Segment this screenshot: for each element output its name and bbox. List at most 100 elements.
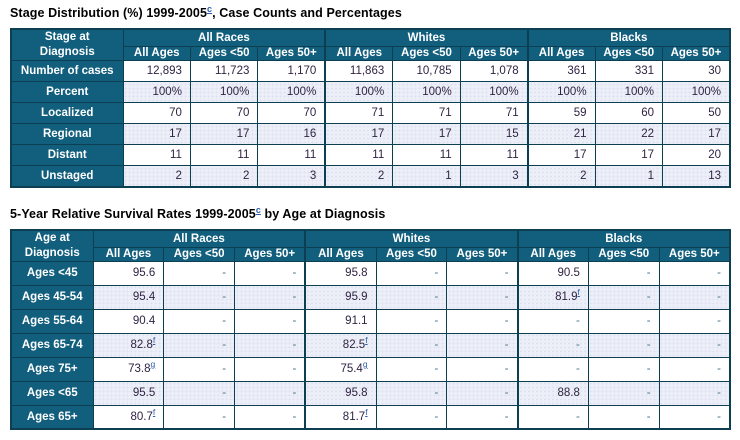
data-cell: - [234,404,306,430]
data-cell: 11 [392,144,461,167]
stage-distribution-title-text: Stage Distribution (%) 1999-2005 [10,6,208,21]
data-cell: 95.4 [92,284,165,310]
data-cell: - [446,260,519,286]
data-cell: 17 [662,123,731,146]
cell-value: 80.7 [130,410,153,423]
data-cell: - [163,332,236,358]
data-cell: 20 [662,144,731,167]
race-group-header: Blacks [526,28,731,47]
footnote-link-f[interactable]: f [152,335,156,346]
survival-rates-table: Age at Diagnosis All Races Whites Blacks All … [10,228,731,431]
footnote-link-f[interactable]: f [365,335,368,346]
data-cell: 95.5 [92,380,165,406]
data-cell: - [163,356,236,382]
data-cell: 11 [122,144,191,167]
footnote-link-g[interactable]: g [362,359,368,370]
data-cell: - [375,404,448,430]
age-column-header: Ages <50 [375,247,448,262]
row-label: Unstaged [10,165,124,188]
data-cell: 11,863 [324,60,394,83]
row-label: Ages 65+ [10,404,94,430]
data-cell: - [516,332,589,358]
data-cell: - [375,284,448,310]
data-cell: - [658,380,731,406]
data-cell: - [375,260,448,286]
data-cell: 1 [392,165,461,188]
data-cell: 71 [324,102,394,125]
data-cell: - [446,380,519,406]
data-cell: 2 [122,165,191,188]
data-cell: 3 [459,165,529,188]
survival-rates-title-text: 5-Year Relative Survival Rates 1999-2005 [10,206,256,221]
table-row: Unstaged 2 2 3 2 1 3 2 1 13 [10,165,731,188]
age-column-header: Ages <50 [594,45,664,62]
age-column-header: Ages <50 [392,45,461,62]
data-cell: 82.8f [92,332,165,358]
data-cell: 81.7f [304,404,377,430]
row-label: Number of cases [10,60,124,83]
row-label: Ages <45 [10,260,94,286]
race-group-header: Whites [324,28,529,47]
data-cell: 100% [324,81,394,104]
data-cell: - [446,308,519,334]
data-cell: 60 [594,102,664,125]
table-row: Localized 70 70 70 71 71 71 59 60 50 [10,102,731,125]
age-column-header: All Ages [304,247,377,262]
footnote-sup: c [256,205,261,215]
cell-value: 75.4 [340,363,363,376]
data-cell: 70 [257,102,326,125]
race-group-header: All Races [122,28,326,47]
data-cell: - [658,260,731,286]
corner-header-line: Age at [34,231,70,244]
data-cell: 91.1 [304,308,377,334]
data-cell: 82.5f [304,332,377,358]
footnote-link-c[interactable]: c [207,4,213,14]
data-cell: 80.7f [92,404,165,430]
data-cell: - [516,308,589,334]
data-cell: 17 [189,123,259,146]
age-column-header: Ages 50+ [662,45,731,62]
data-cell: - [658,308,731,334]
cell-value: 73.8 [128,363,151,376]
data-cell: - [163,284,236,310]
footnote-link-f[interactable]: f [152,406,156,417]
age-column-header: All Ages [122,45,191,62]
table-row: Ages 55-64 90.4- -91.1- - - - - [10,308,731,334]
footnote-link-g[interactable]: g [150,359,156,370]
data-cell: 17 [526,144,596,167]
corner-header-line: Stage at [44,31,90,44]
data-cell: - [234,308,306,334]
data-cell: - [163,380,236,406]
data-cell: 100% [257,81,326,104]
data-cell: 10,785 [392,60,461,83]
row-label: Distant [10,144,124,167]
data-cell: 2 [324,165,394,188]
data-cell: 50 [662,102,731,125]
table-row: Ages 75+ 73.8g - -75.4g - - - - - [10,356,731,382]
stage-distribution-title-suffix: , Case Counts and Percentages [212,6,402,21]
age-column-header: Ages 50+ [446,247,519,262]
data-cell: - [587,260,660,286]
age-column-header: Ages 50+ [257,45,326,62]
data-cell: 95.8 [304,260,377,286]
data-cell: - [446,284,519,310]
data-cell: 71 [459,102,529,125]
footnote-link-c[interactable]: c [255,204,261,215]
data-cell: - [234,380,306,406]
row-label: Percent [10,81,124,104]
data-cell: 11 [257,144,326,167]
table-row: Ages 65+ 80.7f - -81.7f - - - - - [10,404,731,430]
table-row: Regional 17 17 16 17 17 15 21 22 17 [10,123,731,146]
footnote-link-f[interactable]: f [365,406,368,417]
footnote-sup: g [363,359,368,369]
data-cell: - [658,356,731,382]
cell-value: 82.5 [342,339,366,352]
footnote-link-f[interactable]: f [577,287,580,298]
data-cell: 95.8 [304,380,377,406]
data-cell: - [163,260,236,286]
footnote-sup: g [151,359,156,369]
data-cell: 73.8g [92,356,165,382]
data-cell: - [658,332,731,358]
row-label: Ages 65-74 [10,332,94,358]
data-cell: 88.8 [516,380,589,406]
